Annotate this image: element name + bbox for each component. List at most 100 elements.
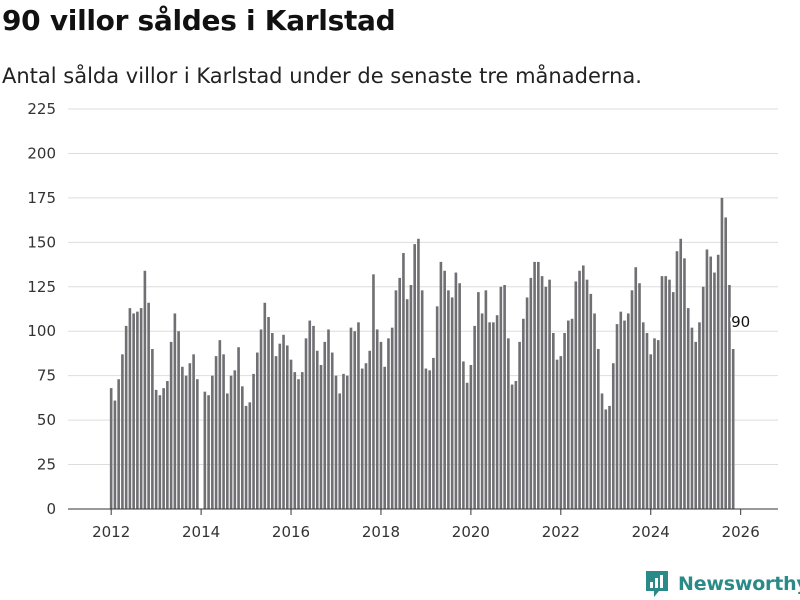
y-tick-label: 150 <box>27 233 56 251</box>
bar <box>660 276 664 509</box>
bar <box>334 375 338 509</box>
bar <box>611 363 615 509</box>
bar <box>226 393 229 509</box>
bar <box>477 292 480 509</box>
bar <box>458 283 461 509</box>
bar <box>656 340 660 509</box>
bar <box>315 350 319 509</box>
bar <box>368 350 372 509</box>
bar <box>495 315 499 509</box>
y-tick-label: 25 <box>37 456 56 474</box>
bar <box>300 372 304 509</box>
bar <box>323 341 327 509</box>
bar <box>308 320 312 509</box>
bar <box>255 352 259 509</box>
x-tick-label: 2018 <box>362 523 400 541</box>
y-tick-label: 225 <box>27 100 56 118</box>
bar <box>409 285 413 509</box>
bar <box>124 325 128 509</box>
x-tick-label: 2012 <box>92 523 130 541</box>
bar <box>342 373 345 509</box>
bar <box>450 297 454 509</box>
bar <box>574 281 578 509</box>
bar <box>484 290 488 509</box>
bar <box>293 372 297 509</box>
bar <box>173 313 177 509</box>
bar <box>694 341 698 509</box>
bar <box>533 261 536 509</box>
bar <box>117 379 120 509</box>
bar <box>473 325 476 509</box>
bar <box>653 338 656 509</box>
bar <box>454 272 458 509</box>
bar <box>469 365 473 509</box>
bar <box>435 306 439 509</box>
bar <box>304 338 308 509</box>
bar <box>357 322 360 509</box>
bar <box>263 302 267 509</box>
bar <box>312 325 315 509</box>
bar <box>345 375 349 509</box>
bar <box>683 258 686 509</box>
bar <box>278 343 282 509</box>
chart-title: 90 villor såldes i Karlstad <box>2 4 396 37</box>
bar <box>413 244 416 509</box>
bar <box>645 333 649 509</box>
bar <box>196 379 199 509</box>
y-tick-label: 200 <box>27 144 56 162</box>
bar <box>188 363 192 509</box>
bar <box>529 277 533 509</box>
bar <box>514 381 518 509</box>
bar <box>203 391 207 509</box>
bar <box>626 313 630 509</box>
bar <box>664 276 668 509</box>
bar <box>668 279 671 509</box>
bar <box>480 313 484 509</box>
bar <box>270 333 274 509</box>
bar <box>398 277 402 509</box>
bar <box>158 395 162 509</box>
bar <box>525 297 529 509</box>
y-tick-label: 125 <box>27 278 56 296</box>
bar <box>248 402 252 509</box>
bar <box>169 341 173 509</box>
bar <box>319 365 323 509</box>
bar <box>690 327 694 509</box>
bar <box>353 331 357 509</box>
bar <box>387 338 390 509</box>
bar <box>218 340 222 509</box>
bar <box>503 285 506 509</box>
bar <box>522 318 525 509</box>
bar <box>184 375 188 509</box>
bar <box>136 311 139 509</box>
bar <box>282 334 285 509</box>
bar <box>570 318 574 509</box>
bar <box>109 388 113 509</box>
x-tick-label: 2020 <box>452 523 490 541</box>
bar <box>383 366 387 509</box>
bar <box>724 217 728 509</box>
bar <box>139 308 143 509</box>
bar <box>259 329 263 509</box>
bar <box>552 333 555 509</box>
bar <box>578 270 581 509</box>
bar <box>507 338 510 509</box>
bar <box>713 272 716 509</box>
bar <box>424 368 428 509</box>
brand-name: Newsworthy <box>678 573 800 595</box>
bar <box>128 308 132 509</box>
y-tick-label: 100 <box>27 322 56 340</box>
bar <box>285 345 289 509</box>
bars <box>109 197 735 509</box>
bar <box>518 341 521 509</box>
bar <box>147 302 150 509</box>
y-tick-label: 0 <box>46 500 56 518</box>
bar <box>330 352 334 509</box>
y-tick-label: 50 <box>37 411 56 429</box>
bar <box>555 359 559 509</box>
brand-logo[interactable]: Newsworthy <box>644 569 800 599</box>
bar <box>619 311 623 509</box>
bar <box>705 249 709 509</box>
bar <box>716 254 720 509</box>
bar <box>372 274 375 509</box>
